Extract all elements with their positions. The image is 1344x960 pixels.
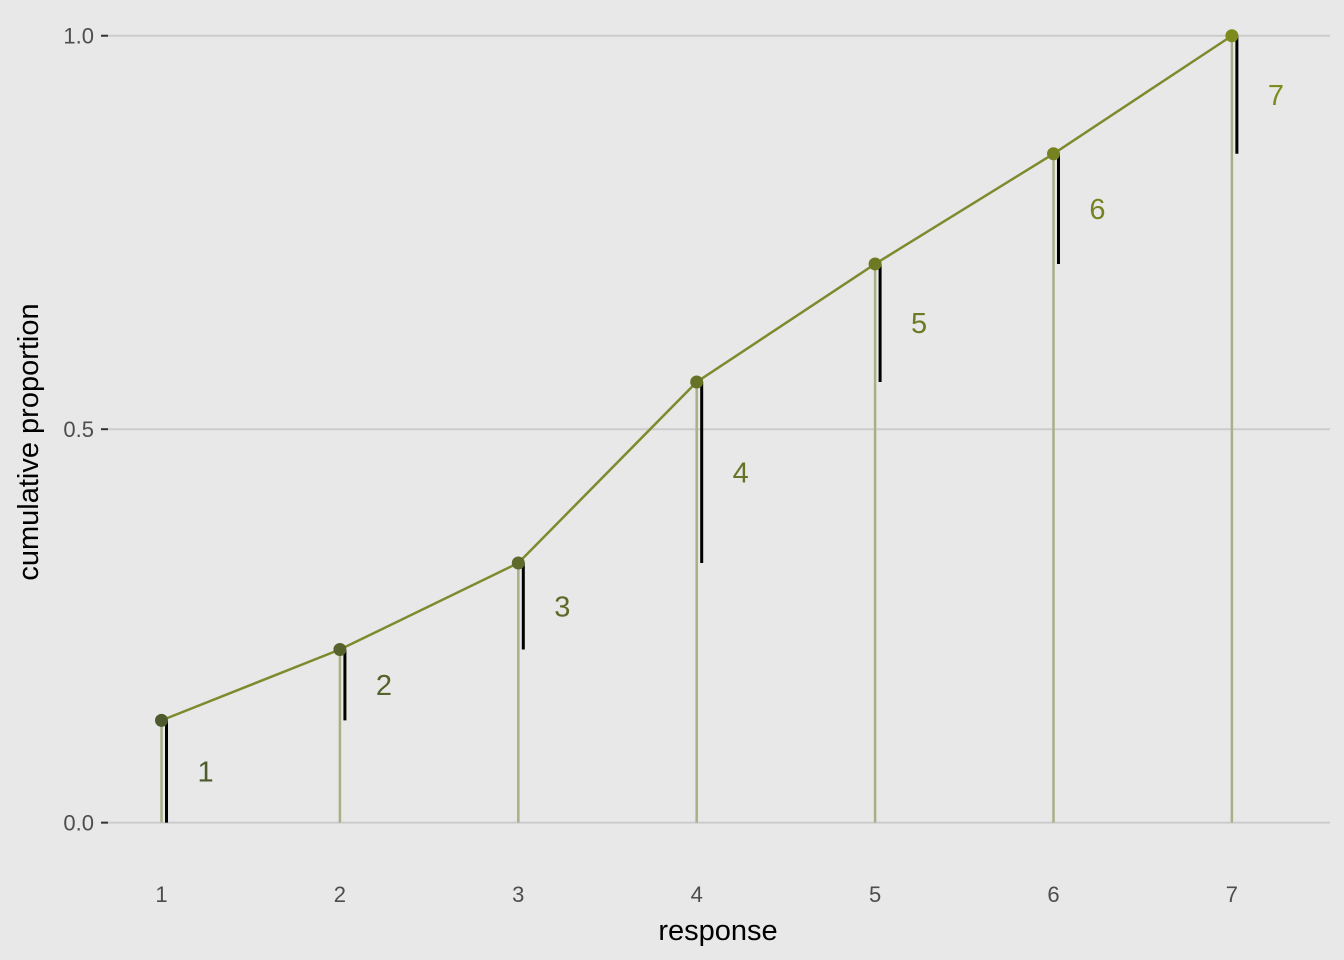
stem-layer: [160, 35, 1234, 823]
y-tick-label: 0.5: [63, 417, 94, 442]
point-label: 7: [1268, 80, 1284, 112]
y-axis-title: cumulative proportion: [13, 303, 45, 580]
x-tick-label: 6: [1047, 882, 1059, 907]
point-label: 1: [197, 757, 213, 789]
y-tick-label: 1.0: [63, 24, 94, 49]
data-point: [1225, 29, 1239, 43]
label-layer: 1 2 3 4 5 6 7: [197, 80, 1284, 789]
point-label: 2: [376, 670, 392, 702]
data-point: [1046, 147, 1060, 161]
x-tick-label: 1: [155, 882, 167, 907]
point-label: 3: [554, 591, 570, 623]
x-tick-label: 4: [691, 882, 703, 907]
x-tick-label: 2: [334, 882, 346, 907]
data-point: [690, 375, 704, 389]
increment-layer: [165, 35, 1239, 823]
point-layer: [155, 29, 1239, 727]
point-label: 4: [733, 457, 749, 489]
data-point: [868, 257, 882, 271]
x-tick-label: 3: [512, 882, 524, 907]
data-point: [511, 556, 525, 570]
grid-layer: [108, 34, 1330, 824]
point-label: 5: [911, 308, 927, 340]
x-axis-title: response: [658, 915, 777, 947]
data-point: [333, 643, 347, 657]
point-label: 6: [1089, 194, 1105, 226]
y-tick-label: 0.0: [63, 811, 94, 836]
x-tick-label: 5: [869, 882, 881, 907]
axis-layer: 0.0 0.5 1.0 1 2 3 4 5 6 7: [63, 24, 1238, 907]
x-tick-label: 7: [1226, 882, 1238, 907]
data-point: [155, 713, 169, 727]
